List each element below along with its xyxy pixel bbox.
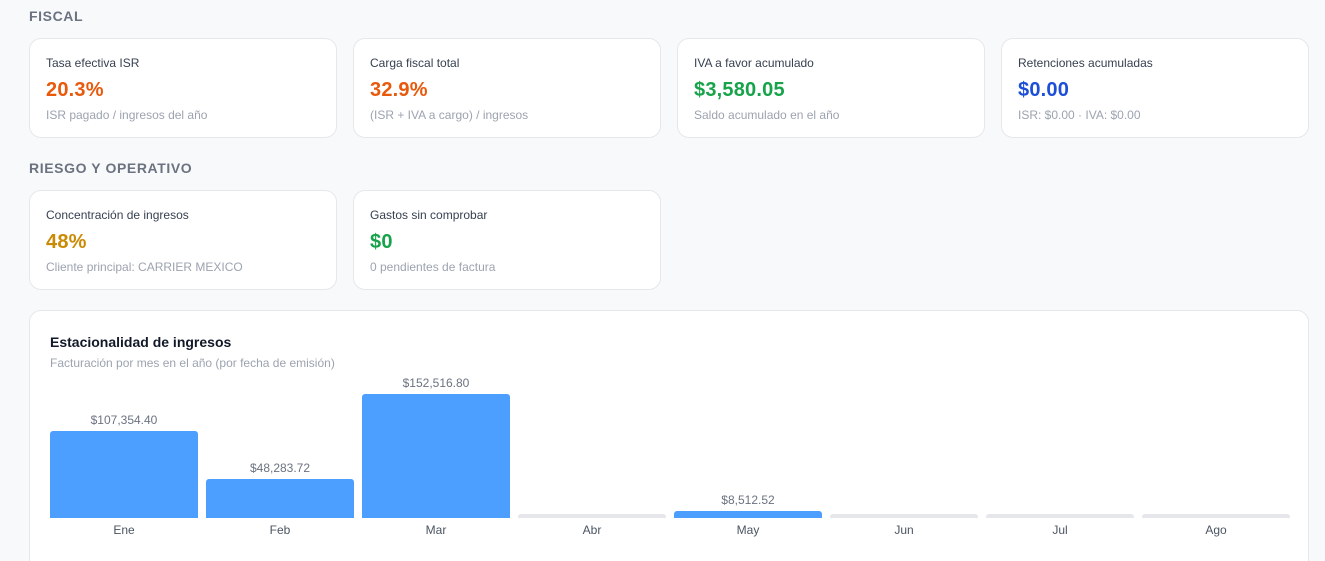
bar-chart: $107,354.40 Ene $48,283.72 Feb $152,516.80 Ma… [50, 376, 1290, 561]
bar-value-label: $48,283.72 [249, 460, 311, 475]
seasonality-chart-card: Estacionalidad de ingresos Facturación p… [29, 310, 1309, 561]
card-value: $0 [370, 231, 393, 253]
card-value: 20.3% [46, 79, 104, 101]
bar-value-label: $8,512.52 [721, 493, 775, 508]
card-value: 32.9% [370, 79, 428, 101]
card-label: Concentración de ingresos [46, 208, 189, 222]
chart-title: Estacionalidad de ingresos [50, 334, 232, 350]
riesgo-section-title: RIESGO Y OPERATIVO [29, 160, 193, 176]
card-value: $3,580.05 [694, 79, 785, 101]
card-subtext: Cliente principal: CARRIER MEXICO [46, 260, 243, 274]
card-value: 48% [46, 231, 87, 253]
card-subtext: ISR: $0.00 · IVA: $0.00 [1018, 108, 1141, 122]
bar-column-abr: Abr [518, 381, 666, 561]
x-axis-tick-label: Ago [1205, 523, 1227, 537]
bar-may[interactable] [674, 511, 822, 518]
x-axis-tick-label: Ene [113, 523, 135, 537]
bar-feb[interactable] [206, 478, 354, 518]
card-label: IVA a favor acumulado [694, 56, 814, 70]
x-axis-tick-label: May [736, 523, 760, 537]
bar-column-jul: Jul [986, 381, 1134, 561]
bar-ago[interactable] [1142, 514, 1290, 518]
kpi-card-carga-fiscal-total: Carga fiscal total 32.9% (ISR + IVA a ca… [353, 38, 661, 138]
x-axis-tick-label: Feb [269, 523, 291, 537]
bar-mar[interactable] [362, 394, 510, 518]
bar-jul[interactable] [986, 514, 1134, 518]
bar-column-may: $8,512.52 May [674, 381, 822, 561]
kpi-card-tasa-efectiva-isr: Tasa efectiva ISR 20.3% ISR pagado / ing… [29, 38, 337, 138]
kpi-card-iva-a-favor: IVA a favor acumulado $3,580.05 Saldo ac… [677, 38, 985, 138]
bar-column-feb: $48,283.72 Feb [206, 381, 354, 561]
bar-jun[interactable] [830, 514, 978, 518]
card-value: $0.00 [1018, 79, 1070, 101]
kpi-card-concentracion-ingresos: Concentración de ingresos 48% Cliente pr… [29, 190, 337, 290]
kpi-card-retenciones-acumuladas: Retenciones acumuladas $0.00 ISR: $0.00 … [1001, 38, 1309, 138]
card-subtext: ISR pagado / ingresos del año [46, 108, 208, 122]
x-axis-tick-label: Abr [582, 523, 602, 537]
card-subtext: 0 pendientes de factura [370, 260, 496, 274]
fiscal-section-title: FISCAL [29, 8, 84, 24]
card-label: Retenciones acumuladas [1018, 56, 1153, 70]
card-subtext: Saldo acumulado en el año [694, 108, 840, 122]
card-subtext: (ISR + IVA a cargo) / ingresos [370, 108, 529, 122]
card-label: Tasa efectiva ISR [46, 56, 140, 70]
x-axis-tick-label: Mar [425, 523, 447, 537]
bar-column-ago: Ago [1142, 381, 1290, 561]
kpi-card-gastos-sin-comprobar: Gastos sin comprobar $0 0 pendientes de … [353, 190, 661, 290]
bar-ene[interactable] [50, 430, 198, 518]
x-axis-tick-label: Jun [894, 523, 914, 537]
bar-column-mar: $152,516.80 Mar [362, 376, 510, 561]
chart-subtitle: Facturación por mes en el año (por fecha… [50, 356, 335, 370]
bar-column-ene: $107,354.40 Ene [50, 381, 198, 561]
x-axis-tick-label: Jul [1052, 523, 1068, 537]
bar-value-label: $152,516.80 [402, 376, 470, 390]
bar-abr[interactable] [518, 514, 666, 518]
card-label: Gastos sin comprobar [370, 208, 488, 222]
card-label: Carga fiscal total [370, 56, 460, 70]
bar-value-label: $107,354.40 [90, 412, 158, 427]
bar-column-jun: Jun [830, 381, 978, 561]
